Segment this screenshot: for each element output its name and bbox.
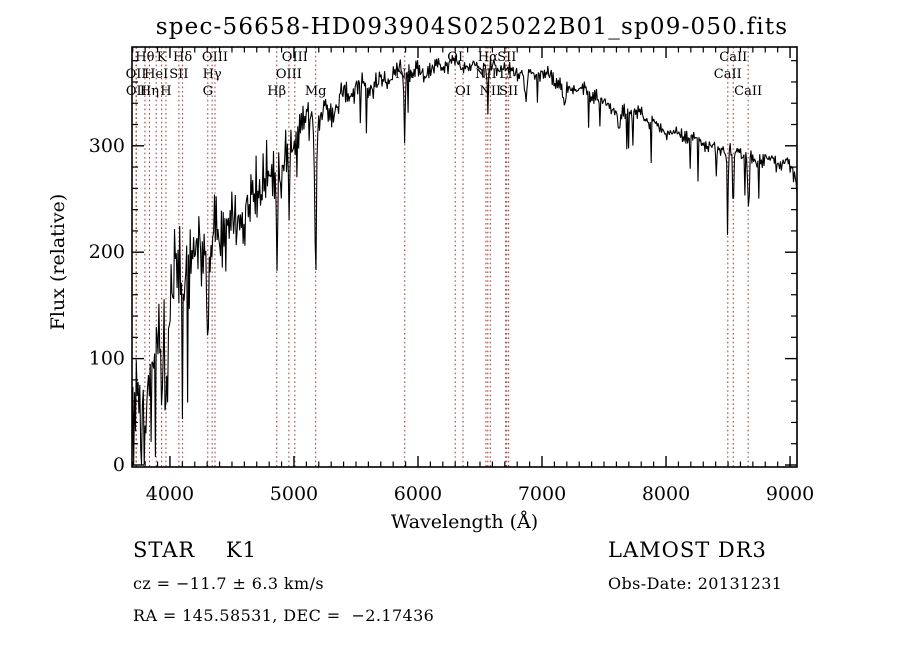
spectral-line-label: Hβ [267,84,286,99]
survey-release-label: LAMOST DR3 [608,538,767,562]
x-axis-title: Wavelength (Å) [391,511,538,533]
y-axis-tick-label: 300 [89,135,125,157]
spectral-line-label: NII [479,84,501,99]
spectral-line-label: CaII [734,84,762,99]
spectral-line-label: Mg [305,84,327,99]
spectral-line-label: OI [455,84,471,99]
spectral-line-label: OIII [282,50,308,65]
x-axis-tick-label: 6000 [394,483,442,505]
x-axis-tick-label: 4000 [146,483,194,505]
object-class-label: STAR K1 [133,538,257,562]
spectral-line-label: K [157,50,167,65]
spectral-line-label: SII [499,84,518,99]
x-axis-tick-label: 9000 [766,483,814,505]
plot-title: spec-56658-HD093904S025022B01_sp09-050.f… [155,14,789,40]
y-axis-title: Flux (relative) [47,194,69,331]
spectral-line-label: OII [126,67,147,82]
spectral-line-label: G [203,84,213,99]
spectral-line-label: Hθ [135,50,154,65]
y-axis-tick-label: 0 [113,454,125,476]
spectral-line-label: CaII [719,50,747,65]
spectral-line-label: H [160,84,171,99]
spectral-line-label: HeI [144,67,168,82]
spectral-line-label: OII [126,84,147,99]
y-axis-tick-label: 200 [89,241,125,263]
spectral-line-label: Hδ [173,50,192,65]
x-axis-tick-label: 7000 [518,483,566,505]
obs-date-value: Obs-Date: 20131231 [608,574,783,593]
spectral-line-label: SII [169,67,188,82]
ra-dec-value: RA = 145.58531, DEC = −2.17436 [133,606,435,625]
x-axis-tick-label: 8000 [642,483,690,505]
spectral-line-label: Hη [140,84,159,99]
x-axis-tick-label: 5000 [270,483,318,505]
plot-frame [131,46,798,468]
spectral-line-label: CaII [714,67,742,82]
spectral-line-label: OIII [276,67,302,82]
spectral-line-label: SII [497,50,516,65]
spectral-line-label: OIII [202,50,228,65]
spectrum-curve [131,55,798,465]
y-axis-tick-label: 100 [89,348,125,370]
cz-value: cz = −11.7 ± 6.3 km/s [133,574,324,593]
spectral-line-label: Hγ [203,67,222,82]
